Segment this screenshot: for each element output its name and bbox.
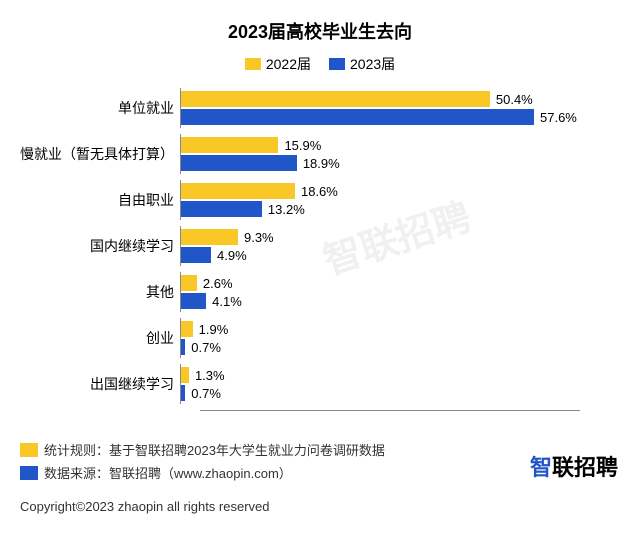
bar-value: 18.6%	[301, 184, 338, 199]
bar-wrap: 0.7%	[181, 339, 610, 355]
legend-swatch	[245, 58, 261, 70]
category-label: 其他	[20, 272, 180, 312]
brand-accent: 智	[530, 455, 552, 480]
bar-wrap: 1.9%	[181, 321, 610, 337]
bar-wrap: 13.2%	[181, 201, 610, 217]
bar-group: 1.9% 0.7%	[180, 318, 610, 358]
legend: 2022届 2023届	[0, 54, 640, 74]
bar-value: 50.4%	[496, 92, 533, 107]
bar-value: 9.3%	[244, 230, 274, 245]
bar-value: 2.6%	[203, 276, 233, 291]
bar	[181, 109, 534, 125]
source-text: 数据来源：智联招聘（www.zhaopin.com）	[44, 463, 292, 482]
copyright-text: Copyright©2023 zhaopin all rights reserv…	[20, 499, 270, 514]
bar-value: 0.7%	[191, 386, 221, 401]
bar-value: 1.9%	[199, 322, 229, 337]
category-label: 国内继续学习	[20, 226, 180, 266]
bar	[181, 275, 197, 291]
bar-value: 57.6%	[540, 110, 577, 125]
bar	[181, 293, 206, 309]
chart-row: 自由职业 18.6% 13.2%	[20, 180, 610, 220]
bar-value: 4.9%	[217, 248, 247, 263]
bar-wrap: 1.3%	[181, 367, 610, 383]
source-swatch	[20, 466, 38, 480]
bar-group: 18.6% 13.2%	[180, 180, 610, 220]
legend-item: 2023届	[329, 54, 395, 74]
bar	[181, 137, 278, 153]
bar	[181, 201, 262, 217]
bar-wrap: 0.7%	[181, 385, 610, 401]
bar	[181, 339, 185, 355]
bar-wrap: 18.9%	[181, 155, 610, 171]
bar-group: 15.9% 18.9%	[180, 134, 610, 174]
bar	[181, 155, 297, 171]
bar-wrap: 50.4%	[181, 91, 610, 107]
bar-value: 13.2%	[268, 202, 305, 217]
legend-label: 2023届	[350, 54, 395, 74]
bar-wrap: 15.9%	[181, 137, 610, 153]
brand-rest: 联招聘	[552, 455, 618, 480]
bar	[181, 367, 189, 383]
bar-wrap: 57.6%	[181, 109, 610, 125]
bar-value: 1.3%	[195, 368, 225, 383]
bar	[181, 321, 193, 337]
chart-row: 出国继续学习 1.3% 0.7%	[20, 364, 610, 404]
bar-value: 18.9%	[303, 156, 340, 171]
bar-group: 9.3% 4.9%	[180, 226, 610, 266]
chart-row: 国内继续学习 9.3% 4.9%	[20, 226, 610, 266]
bar-value: 0.7%	[191, 340, 221, 355]
chart-row: 单位就业 50.4% 57.6%	[20, 88, 610, 128]
legend-label: 2022届	[266, 54, 311, 74]
x-axis	[200, 410, 580, 411]
bar	[181, 385, 185, 401]
chart-row: 其他 2.6% 4.1%	[20, 272, 610, 312]
bar	[181, 229, 238, 245]
chart-title: 2023届高校毕业生去向	[0, 0, 640, 54]
legend-swatch	[329, 58, 345, 70]
bar-wrap: 4.9%	[181, 247, 610, 263]
bar-group: 2.6% 4.1%	[180, 272, 610, 312]
bar-wrap: 18.6%	[181, 183, 610, 199]
chart-area: 智联招聘 单位就业50.4%57.6%慢就业（暂无具体打算）15.9%18.9%…	[0, 88, 640, 411]
bar-wrap: 2.6%	[181, 275, 610, 291]
brand-logo: 智联招聘	[530, 450, 618, 482]
category-label: 出国继续学习	[20, 364, 180, 404]
bar	[181, 183, 295, 199]
bar-group: 1.3% 0.7%	[180, 364, 610, 404]
category-label: 慢就业（暂无具体打算）	[20, 134, 180, 174]
chart-row: 创业 1.9% 0.7%	[20, 318, 610, 358]
rule-text: 统计规则：基于智联招聘2023年大学生就业力问卷调研数据	[44, 440, 385, 459]
bar-value: 15.9%	[284, 138, 321, 153]
bar-wrap: 9.3%	[181, 229, 610, 245]
bar-group: 50.4% 57.6%	[180, 88, 610, 128]
bar	[181, 247, 211, 263]
chart-row: 慢就业（暂无具体打算） 15.9% 18.9%	[20, 134, 610, 174]
rule-swatch	[20, 443, 38, 457]
category-label: 自由职业	[20, 180, 180, 220]
legend-item: 2022届	[245, 54, 311, 74]
bar-wrap: 4.1%	[181, 293, 610, 309]
category-label: 创业	[20, 318, 180, 358]
category-label: 单位就业	[20, 88, 180, 128]
bar-value: 4.1%	[212, 294, 242, 309]
bar	[181, 91, 490, 107]
